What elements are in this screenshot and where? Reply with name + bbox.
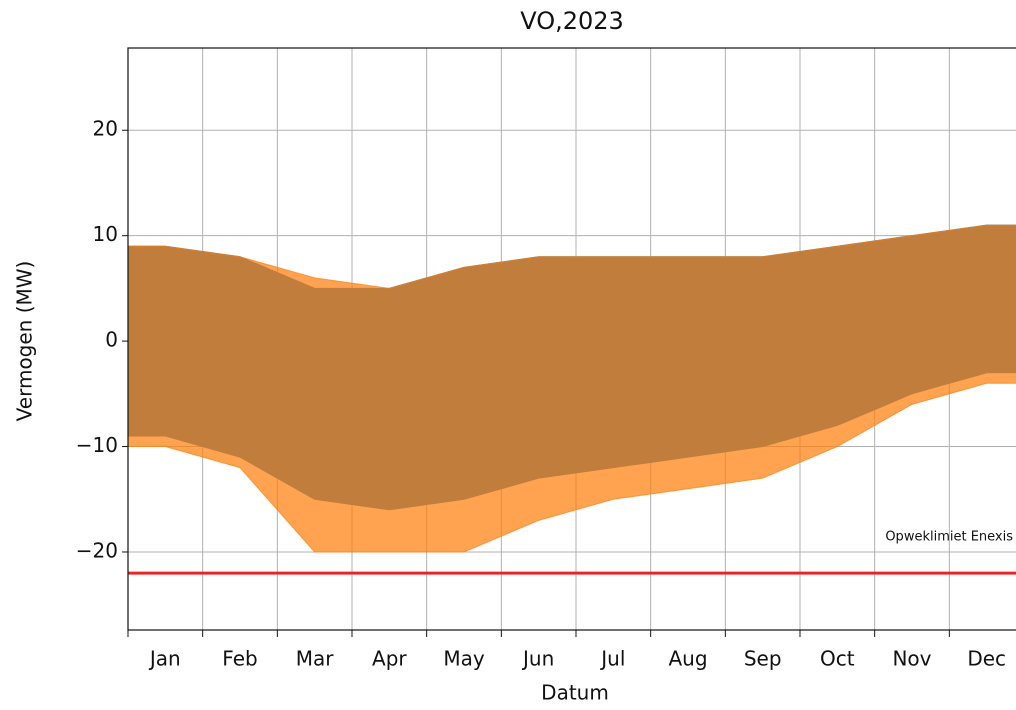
limit-label: Opweklimiet Enexis <box>885 530 1013 545</box>
x-tick-label: Nov <box>892 647 931 671</box>
y-tick-label: −10 <box>76 433 118 457</box>
x-tick-label: Jun <box>521 647 554 671</box>
x-tick-label: Apr <box>372 647 407 671</box>
y-tick-label: −20 <box>76 538 118 562</box>
chart-title: VO,2023 <box>520 7 624 35</box>
x-tick-label: Sep <box>744 647 782 671</box>
x-tick-label: Jul <box>599 647 625 671</box>
x-tick-label: Oct <box>820 647 855 671</box>
y-tick-label: 10 <box>93 222 118 246</box>
x-tick-label: Dec <box>967 647 1006 671</box>
x-tick-label: May <box>443 647 485 671</box>
range-area <box>127 224 1016 553</box>
x-tick-label: Mar <box>296 647 335 671</box>
plot-frame <box>127 47 1016 631</box>
x-tick-label: Aug <box>668 647 707 671</box>
x-axis-label: Datum <box>541 681 609 705</box>
y-axis-label: Vermogen (MW) <box>13 261 37 422</box>
y-tick-label: 0 <box>105 328 118 352</box>
x-tick-label: Feb <box>222 647 257 671</box>
x-tick-label: Jan <box>148 647 181 671</box>
y-tick-label: 20 <box>93 117 118 141</box>
